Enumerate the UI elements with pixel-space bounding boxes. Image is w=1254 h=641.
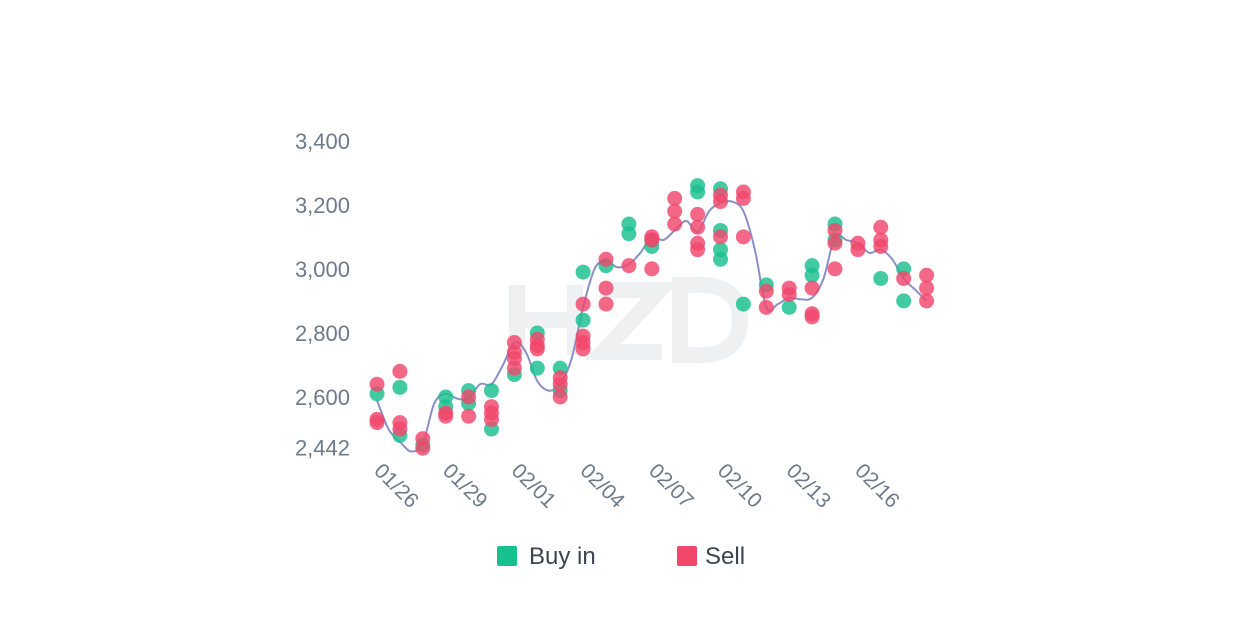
sell-point xyxy=(850,242,866,258)
sell-point xyxy=(873,238,889,254)
sell-point xyxy=(896,270,912,286)
legend-buy-in-swatch xyxy=(497,546,517,566)
sell-point xyxy=(506,360,522,376)
sell-point xyxy=(369,415,385,431)
sell-point xyxy=(598,251,614,267)
legend-buy-in-label: Buy in xyxy=(529,543,596,570)
sell-point xyxy=(735,190,751,206)
buy-in-point xyxy=(621,216,637,232)
sell-points xyxy=(369,184,935,456)
sell-point xyxy=(919,293,935,309)
sell-point xyxy=(644,229,660,245)
sell-point xyxy=(484,411,499,427)
y-tick-label: 3,400 xyxy=(295,129,350,154)
sell-point xyxy=(415,440,431,456)
sell-point xyxy=(392,363,408,379)
sell-point xyxy=(690,219,706,235)
sell-point xyxy=(827,222,843,238)
sell-point xyxy=(781,287,797,303)
sell-point xyxy=(461,408,477,424)
sell-point xyxy=(598,296,614,312)
sell-point xyxy=(804,309,820,325)
buy-in-point xyxy=(529,360,545,376)
sell-point xyxy=(575,296,591,312)
x-axis: 01/26 01/29 02/01 02/04 02/07 02/10 02/13 02/16 xyxy=(369,459,903,513)
y-tick-label: 3,200 xyxy=(295,193,350,218)
x-tick-label: 02/16 xyxy=(850,459,903,512)
sell-point xyxy=(529,341,545,357)
sell-point xyxy=(438,408,454,424)
y-axis: 2,442 2,600 2,800 3,000 3,200 3,400 xyxy=(295,129,350,461)
sell-point xyxy=(667,203,683,219)
buy-in-point xyxy=(484,383,499,399)
sell-point xyxy=(552,389,568,405)
sell-point xyxy=(735,229,751,245)
sell-point xyxy=(667,190,683,206)
buy-in-point xyxy=(781,299,797,315)
sell-point xyxy=(919,280,935,296)
x-tick-label: 02/13 xyxy=(782,459,835,512)
x-tick-label: 02/01 xyxy=(507,459,560,512)
buy-in-point xyxy=(713,251,728,267)
x-tick-label: 02/07 xyxy=(644,459,697,512)
sell-point xyxy=(873,219,889,235)
sell-point xyxy=(758,283,774,299)
sell-point xyxy=(919,267,935,283)
buy-in-point xyxy=(575,264,591,280)
sell-point xyxy=(621,258,637,274)
legend: Buy in Sell xyxy=(497,543,745,570)
x-tick-label: 01/26 xyxy=(369,459,422,512)
buy-in-point xyxy=(690,184,706,200)
sell-point xyxy=(461,389,477,405)
sell-point xyxy=(804,280,820,296)
sell-point xyxy=(713,229,728,245)
x-tick-label: 01/29 xyxy=(438,459,491,512)
buy-in-point xyxy=(735,296,751,312)
buy-in-point xyxy=(392,379,408,395)
y-tick-label: 2,442 xyxy=(295,436,350,461)
x-tick-label: 02/04 xyxy=(576,459,630,513)
sell-point xyxy=(827,235,843,251)
sell-point xyxy=(758,299,774,315)
y-tick-label: 2,600 xyxy=(295,385,350,410)
sell-point xyxy=(713,194,728,210)
x-tick-label: 02/10 xyxy=(713,459,766,512)
y-tick-label: 2,800 xyxy=(295,321,350,346)
sell-point xyxy=(575,341,591,357)
sell-point xyxy=(690,242,706,258)
y-tick-label: 3,000 xyxy=(295,257,350,282)
buy-in-point xyxy=(575,312,591,328)
buy-in-point xyxy=(873,270,889,286)
watermark-logo xyxy=(509,277,749,363)
sell-point xyxy=(690,206,706,222)
sell-point xyxy=(552,376,568,392)
legend-sell-label: Sell xyxy=(705,543,745,570)
sell-point xyxy=(392,421,408,437)
sell-point xyxy=(827,261,843,277)
buy-in-point xyxy=(804,258,820,274)
sell-point xyxy=(667,216,683,232)
sell-point xyxy=(369,376,385,392)
buy-in-point xyxy=(896,293,912,309)
legend-sell-swatch xyxy=(677,546,697,566)
sell-point xyxy=(644,261,660,277)
sell-point xyxy=(598,280,614,296)
